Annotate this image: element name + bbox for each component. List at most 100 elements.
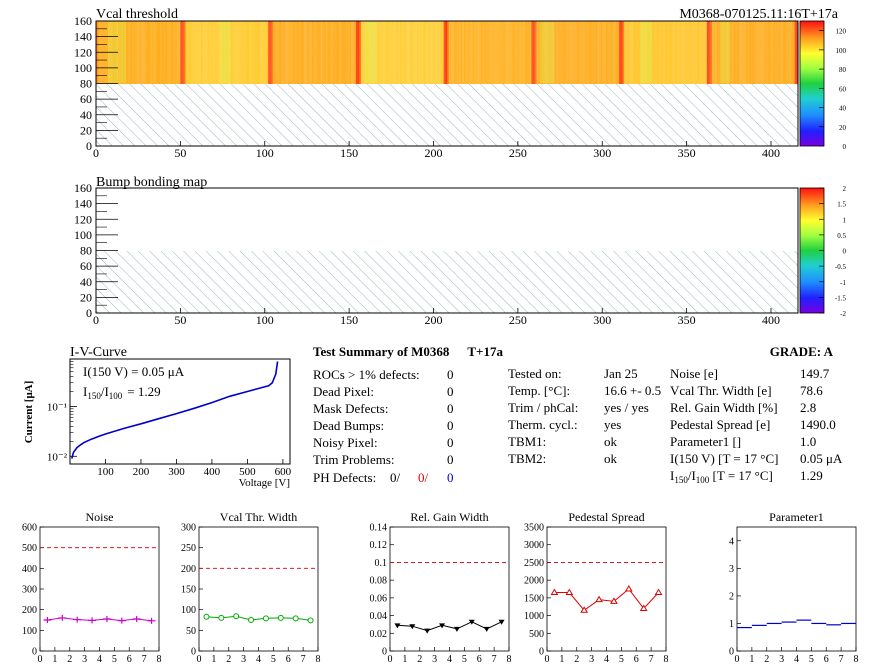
x-tick-label: 200 — [425, 313, 443, 327]
roc-x-tick-label: 5 — [809, 654, 814, 665]
roc-x-tick-label: 0 — [735, 654, 740, 665]
vcal-threshold-map: Vcal threshold M0368-070125.11:16T+17a 0… — [74, 7, 847, 160]
roc-plot-frame — [198, 526, 319, 652]
roc-x-tick-label: 2 — [67, 654, 72, 665]
roc-data-point — [233, 613, 240, 620]
roc-data-point — [117, 617, 126, 624]
iv-x-tick-label: 100 — [97, 466, 114, 478]
roc-x-tick-label: 1 — [749, 654, 754, 665]
roc-y-tick-label: 0.14 — [370, 523, 388, 534]
roc-y-tick-label: 150 — [181, 585, 196, 596]
colorbar-tick-label: -2 — [840, 310, 846, 318]
roc-plot-frame — [736, 526, 857, 652]
roc-data-point — [439, 623, 446, 629]
roc-data-point — [58, 614, 67, 621]
y-tick-label: 40 — [80, 275, 92, 289]
roc-plot-3: Pedestal Spread 0 500 1000 1500 2000 2500 3000 3… — [524, 510, 669, 665]
map1-colorbar-axis: 0 20 40 60 80 100 120 — [819, 28, 847, 151]
x-tick-label: 250 — [509, 313, 527, 327]
defect-value: 0 — [447, 401, 454, 416]
y-tick-label: 0 — [86, 306, 92, 320]
roc-x-tick-label: 1 — [211, 654, 216, 665]
roc-x-tick-label: 0 — [388, 654, 393, 665]
defect-label: Trim Problems: — [313, 452, 395, 467]
summary-title: Test Summary of M0368 T+17a — [313, 344, 503, 359]
condition-label: TBM2: — [508, 451, 546, 466]
roc-x-tick-label: 0 — [38, 654, 43, 665]
defect-value: 0 — [447, 418, 454, 433]
roc-y-tick-label: 0.1 — [375, 558, 388, 569]
roc-y-tick-label: 0 — [729, 647, 734, 658]
defect-label: Dead Pixel: — [313, 384, 374, 399]
roc-y-tick-label: 100 — [22, 626, 37, 637]
y-tick-label: 60 — [80, 92, 92, 106]
condition-value: Jan 25 — [604, 366, 638, 381]
roc-x-tick-label: 0 — [197, 654, 202, 665]
roc-data-point — [203, 613, 210, 620]
roc-x-tick-label: 8 — [854, 654, 859, 665]
result-label: Vcal Thr. Width [e] — [670, 383, 772, 398]
roc-data-point — [43, 617, 52, 623]
roc-data-point — [307, 617, 314, 624]
result-value: 1490.0 — [800, 417, 836, 432]
summary-ratio-row: I150/I100 [T = 17 °C] 1.29 — [670, 468, 823, 485]
defect-value: 0 — [447, 367, 454, 382]
defect-value: 0 — [447, 435, 454, 450]
roc-y-tick-label: 2000 — [524, 576, 544, 587]
x-tick-label: 100 — [256, 146, 274, 160]
colorbar-tick-label: 20 — [839, 124, 847, 132]
colorbar-tick-label: -1.5 — [835, 294, 847, 302]
map1-title: Vcal threshold — [96, 7, 178, 22]
defect-label: Dead Bumps: — [313, 418, 384, 433]
roc-x-tick-label: 3 — [589, 654, 594, 665]
map2-frame — [95, 187, 799, 314]
result-label: Noise [e] — [670, 366, 718, 381]
defect-label: ROCs > 1% defects: — [313, 367, 420, 382]
iv-frame — [69, 358, 291, 465]
test-summary: Test Summary of M0368 T+17a GRADE: A ROCs… — [313, 344, 843, 485]
map1-x-axis: 0 50 100 150 200 250 300 350 400 — [93, 141, 780, 160]
roc-x-tick-label: 3 — [779, 654, 784, 665]
defect-label: Mask Defects: — [313, 401, 388, 416]
roc-x-tick-label: 1 — [52, 654, 57, 665]
roc-x-tick-label: 4 — [447, 654, 452, 665]
roc-data-point — [262, 615, 269, 622]
roc-y-tick-label: 300 — [181, 523, 196, 534]
roc-y-tick-label: 50 — [186, 626, 196, 637]
summary-conditions-table: Tested on: Jan 25 Temp. [°C]: 16.6 +- 0.5 Tr… — [508, 366, 661, 466]
x-tick-label: 150 — [340, 313, 358, 327]
roc-x-tick-label: 8 — [507, 654, 512, 665]
condition-value: yes — [604, 417, 621, 432]
map1-frame — [95, 20, 799, 147]
roc-y-tick-label: 4 — [729, 536, 734, 547]
colorbar-tick-label: -1 — [840, 279, 846, 287]
y-tick-label: 20 — [80, 290, 92, 304]
roc-y-tick-label: 2500 — [524, 558, 544, 569]
roc-x-tick-label: 7 — [649, 654, 654, 665]
roc-data-point — [453, 626, 460, 632]
colorbar-tick-label: 2 — [843, 185, 847, 193]
iv-xlabel: Voltage [V] — [239, 477, 290, 489]
roc-x-tick-label: 7 — [839, 654, 844, 665]
x-tick-label: 300 — [593, 146, 611, 160]
roc-y-tick-label: 0.06 — [370, 593, 388, 604]
colorbar-tick-label: 0 — [843, 143, 847, 151]
y-tick-label: 20 — [80, 123, 92, 137]
condition-value: 16.6 +- 0.5 — [604, 383, 661, 398]
result-label: I(150 V) [T = 17 °C] — [670, 451, 778, 466]
roc-x-tick-label: 8 — [316, 654, 321, 665]
y-tick-label: 100 — [74, 228, 92, 242]
map1-colorbar — [799, 20, 825, 147]
roc-data-point — [595, 595, 603, 603]
condition-value: ok — [604, 451, 618, 466]
colorbar-tick-label: -0.5 — [835, 263, 847, 271]
colorbar-tick-label: 0.5 — [837, 232, 846, 240]
roc-data-point — [483, 626, 490, 632]
summary-defects-table: ROCs > 1% defects: 0 Dead Pixel: 0 Mask Defe… — [313, 367, 454, 467]
result-value: 149.7 — [800, 366, 830, 381]
